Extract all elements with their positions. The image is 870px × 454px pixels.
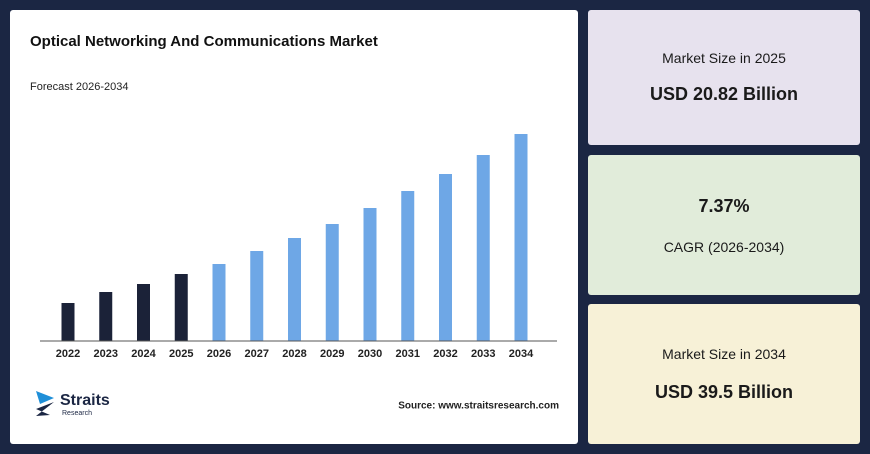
stat-card: Market Size in 2034 USD 39.5 Billion bbox=[588, 304, 860, 444]
bar bbox=[363, 208, 377, 341]
chart-subtitle: Forecast 2026-2034 bbox=[30, 81, 128, 93]
logo-name: Straits bbox=[60, 392, 110, 409]
x-tick-label: 2029 bbox=[320, 348, 344, 360]
bar bbox=[174, 274, 188, 341]
stat-card: Market Size in 2025 USD 20.82 Billion bbox=[588, 10, 860, 145]
x-tick-label: 2023 bbox=[94, 348, 118, 360]
x-tick-label: 2027 bbox=[245, 348, 269, 360]
x-tick-label: 2033 bbox=[471, 348, 495, 360]
bar bbox=[514, 134, 528, 341]
logo-icon bbox=[36, 391, 54, 404]
bar bbox=[325, 224, 339, 341]
card-value: 7.37% bbox=[698, 195, 750, 216]
bar bbox=[61, 303, 75, 341]
card-value: USD 20.82 Billion bbox=[649, 84, 799, 104]
bar bbox=[137, 284, 150, 341]
chart-title: Optical Networking And Communications Ma… bbox=[30, 33, 378, 50]
logo-icon bbox=[36, 402, 54, 416]
bar bbox=[250, 251, 264, 341]
bar bbox=[99, 292, 113, 341]
x-tick-label: 2034 bbox=[509, 348, 534, 360]
chart: Optical Networking And Communications Ma… bbox=[30, 33, 559, 417]
x-tick-label: 2028 bbox=[282, 348, 306, 360]
card-label: Market Size in 2025 bbox=[662, 50, 786, 66]
logo: Straits Research bbox=[36, 391, 110, 417]
card-label: CAGR (2026-2034) bbox=[663, 238, 785, 255]
x-tick-label: 2022 bbox=[56, 348, 80, 360]
x-tick-label: 2031 bbox=[396, 348, 420, 360]
bar bbox=[212, 264, 226, 341]
bar bbox=[288, 238, 301, 341]
card-value: USD 39.5 Billion bbox=[654, 381, 794, 402]
logo-tagline: Research bbox=[62, 410, 92, 417]
bar bbox=[439, 174, 452, 341]
source-note: Source: www.straitsresearch.com bbox=[398, 401, 559, 412]
chart-panel: Optical Networking And Communications Ma… bbox=[10, 10, 578, 444]
x-tick-label: 2030 bbox=[358, 348, 382, 360]
x-tick-label: 2026 bbox=[207, 348, 231, 360]
stat-card: 7.37% CAGR (2026-2034) bbox=[588, 155, 860, 295]
bar bbox=[401, 191, 415, 341]
x-tick-label: 2025 bbox=[169, 348, 193, 360]
x-tick-label: 2032 bbox=[433, 348, 457, 360]
x-tick-label: 2024 bbox=[131, 348, 156, 360]
card-label: Market Size in 2034 bbox=[662, 345, 786, 362]
bar bbox=[476, 155, 490, 341]
